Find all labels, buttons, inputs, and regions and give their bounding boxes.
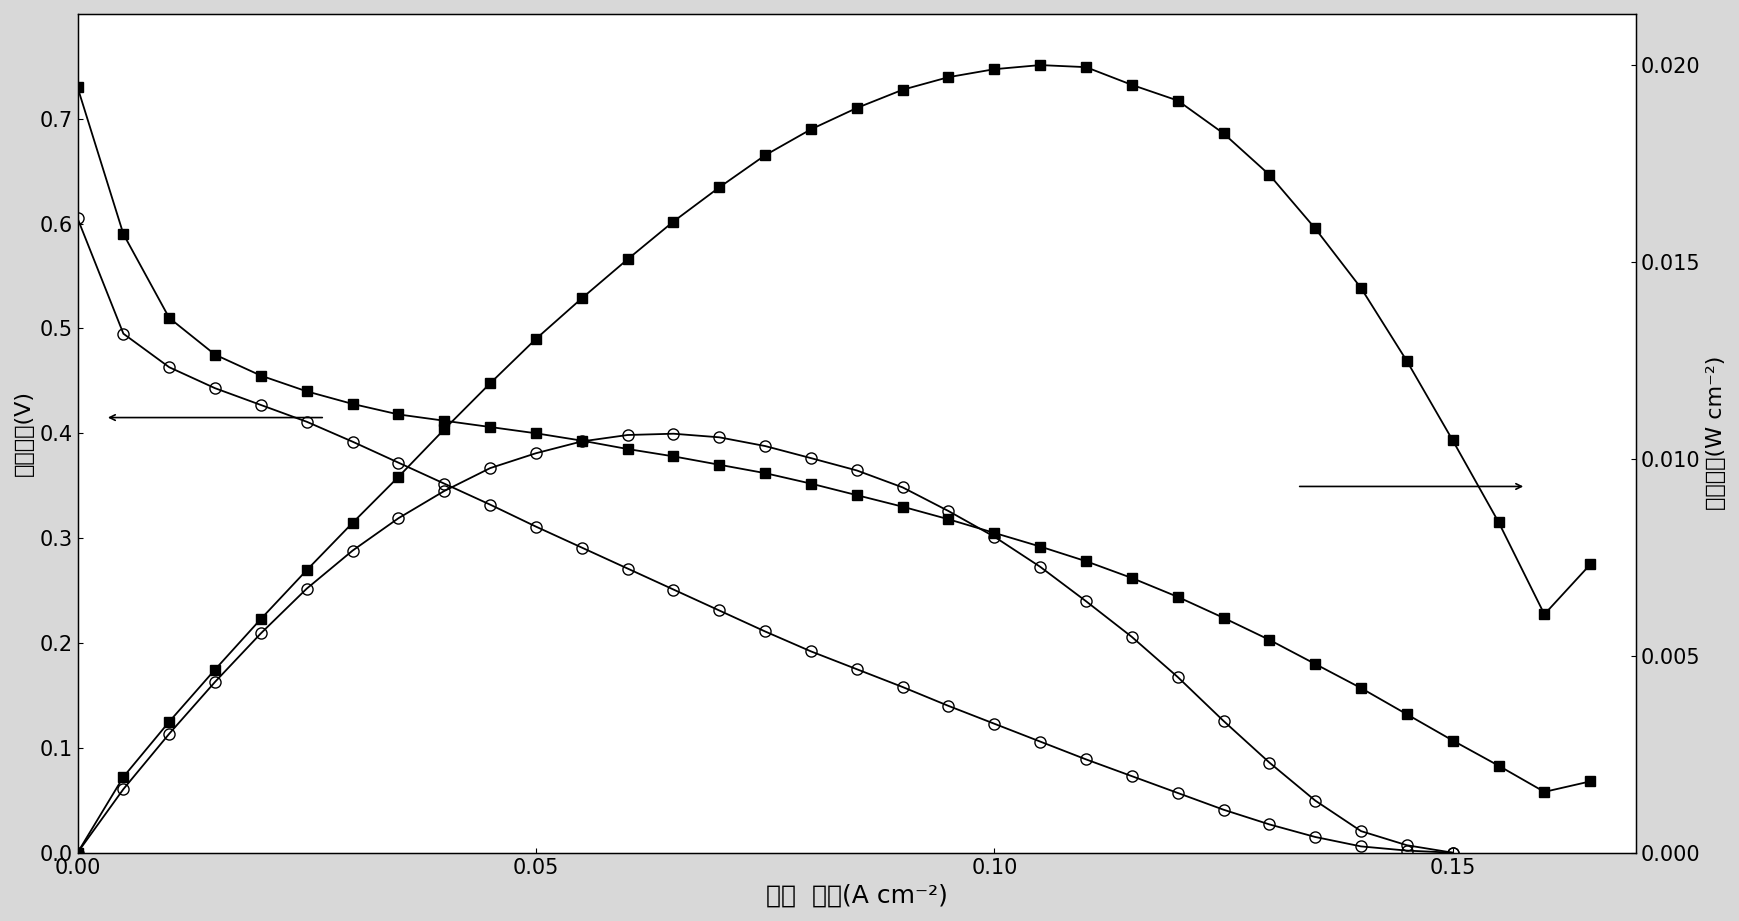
Y-axis label: 功率密度(W cm⁻²): 功率密度(W cm⁻²) xyxy=(1706,356,1725,510)
Y-axis label: 电池电压(V): 电池电压(V) xyxy=(14,391,33,476)
X-axis label: 电流  密度(A cm⁻²): 电流 密度(A cm⁻²) xyxy=(765,883,948,907)
